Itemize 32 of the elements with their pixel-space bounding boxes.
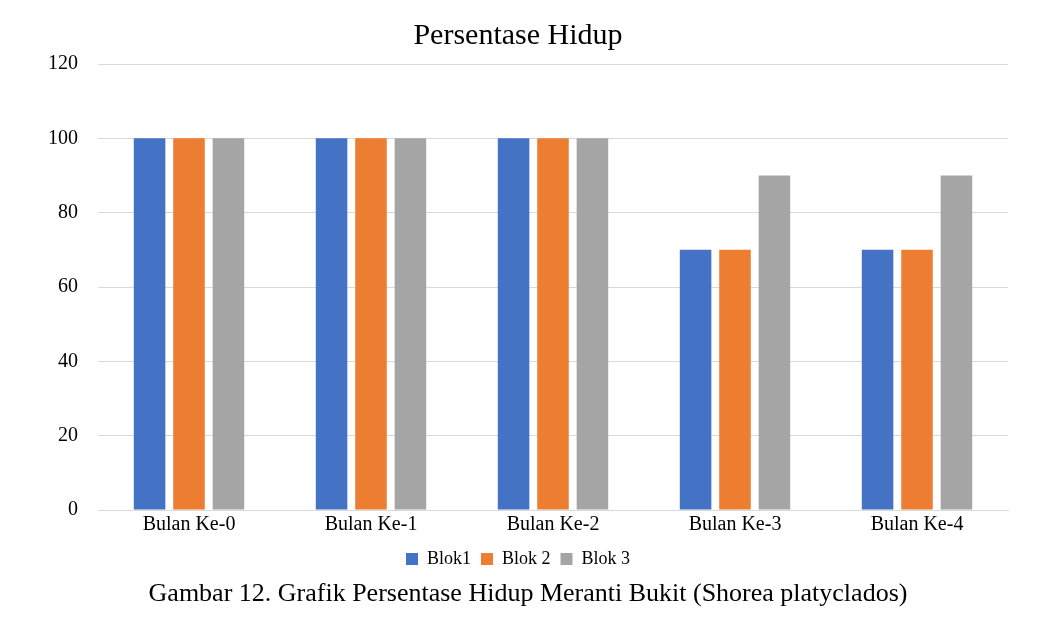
x-tick-label: Bulan Ke-3 [688, 512, 782, 535]
y-tick-label: 100 [48, 125, 78, 148]
y-tick-label: 80 [58, 199, 78, 222]
bar [133, 138, 166, 510]
bar [537, 138, 569, 510]
x-tick-label: Bulan Ke-2 [506, 512, 600, 535]
bar [940, 175, 973, 510]
bar [861, 249, 894, 510]
legend-label: Blok 3 [581, 547, 631, 568]
x-tick-label: Bulan Ke-4 [870, 512, 964, 535]
y-tick-label: 60 [58, 274, 78, 297]
bar [497, 138, 530, 510]
legend-label: Blok 2 [502, 547, 551, 568]
y-tick-label: 0 [68, 497, 78, 520]
bar [315, 138, 348, 510]
bar [679, 249, 712, 510]
y-tick-label: 20 [58, 422, 78, 445]
bar [394, 138, 427, 510]
bar [719, 249, 751, 510]
text: Gambar 12. Grafik Persentase Hidup Meranti Bukit (Shorea platyclados) [147, 578, 909, 608]
bar [212, 138, 245, 510]
bar [758, 175, 791, 510]
bar [576, 138, 609, 510]
bar [173, 138, 205, 510]
x-tick-label: Bulan Ke-0 [142, 512, 236, 535]
legend-label: Blok1 [426, 547, 472, 568]
bar [901, 249, 933, 510]
chart-title: Persentase Hidup [413, 16, 623, 50]
y-tick-label: 40 [58, 348, 78, 371]
x-tick-label: Bulan Ke-1 [324, 512, 418, 535]
bar [355, 138, 387, 510]
y-tick-label: 120 [48, 51, 78, 74]
